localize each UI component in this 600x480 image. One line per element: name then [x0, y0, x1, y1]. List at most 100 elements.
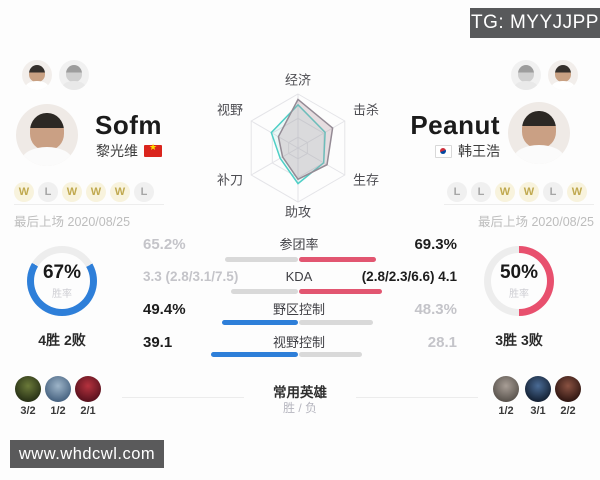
champions-section-title: 常用英雄 — [273, 385, 327, 400]
tg-watermark: TG: MYYJJPP — [470, 8, 600, 38]
winloss-right: 3胜 3败 — [495, 332, 543, 348]
person-icon — [518, 65, 534, 82]
player-avatar-left — [16, 104, 78, 166]
record-badge: W — [110, 182, 130, 202]
stat-value-right: (2.8/2.3/6.6) 4.1 — [361, 269, 457, 284]
radar-axis-label: 经济 — [285, 73, 311, 88]
stat-bar-left — [222, 320, 298, 325]
radar-axis-label: 助攻 — [285, 205, 311, 220]
stat-bar-right — [299, 352, 362, 357]
champion-score: 1/2 — [50, 405, 66, 417]
winrate-ring-left: 67% 胜率 — [27, 246, 97, 316]
radar-axis-label: 补刀 — [217, 173, 243, 188]
tg-watermark-text: TG: MYYJJPP — [471, 12, 599, 33]
champion-score: 1/2 — [498, 405, 514, 417]
stat-value-left: 65.2% — [143, 236, 186, 253]
radar-axis-label: 生存 — [353, 173, 379, 188]
champion-score: 3/2 — [20, 405, 36, 417]
winrate-ring-right: 50% 胜率 — [484, 246, 554, 316]
player-thumb-left-inactive[interactable] — [59, 60, 89, 90]
record-badge: W — [86, 182, 106, 202]
winrate-label-left: 胜率 — [52, 289, 72, 300]
stat-bar-left — [231, 289, 298, 294]
stat-label: KDA — [285, 269, 313, 284]
champion-icon — [525, 376, 551, 402]
record-badge: L — [38, 182, 58, 202]
radar-axis-label: 视野 — [217, 103, 243, 118]
stat-value-right: 69.3% — [414, 236, 457, 253]
record-badge: L — [543, 182, 563, 202]
record-badge: W — [495, 182, 515, 202]
divider-left — [122, 397, 244, 398]
champion-score: 2/2 — [560, 405, 576, 417]
winrate-inner: 67% 胜率 — [27, 246, 97, 316]
person-icon — [25, 81, 49, 90]
record-badge: L — [134, 182, 154, 202]
winloss-left: 4胜 2败 — [38, 332, 86, 348]
stat-label: 野区控制 — [272, 302, 325, 317]
person-icon — [66, 65, 82, 82]
vietnam-flag-icon — [144, 142, 162, 157]
person-icon — [514, 81, 538, 90]
player-thumb-right-inactive[interactable] — [511, 60, 541, 90]
stat-bar-left — [211, 352, 298, 357]
last-played-date: 2020/08/25 — [531, 215, 594, 229]
stat-value-left: 39.1 — [143, 334, 173, 351]
player-realname-left: 黎光维 — [96, 141, 162, 161]
person-icon — [29, 65, 45, 82]
player-avatar-right — [508, 102, 570, 164]
player-name-right: Peanut — [410, 110, 500, 140]
champion-icon — [555, 376, 581, 402]
last-played-label: 最后上场 — [14, 215, 65, 229]
radar-grid-spoke — [297, 147, 346, 176]
stat-value-right: 48.3% — [414, 301, 457, 318]
site-watermark: www.whdcwl.com — [10, 440, 164, 468]
person-icon — [514, 145, 564, 164]
person-icon — [30, 113, 64, 150]
champion-icon — [493, 376, 519, 402]
stat-label: 参团率 — [279, 237, 319, 252]
stat-bar-right — [299, 289, 382, 294]
player-name-left: Sofm — [95, 110, 162, 140]
champion-icon — [45, 376, 71, 402]
record-badge: L — [471, 182, 491, 202]
stat-bar-right — [299, 257, 376, 262]
divider-right — [356, 397, 478, 398]
champion-icon — [75, 376, 101, 402]
stat-value-left: 49.4% — [143, 301, 186, 318]
player-realname-right-text: 韩王浩 — [458, 143, 500, 159]
person-icon — [22, 147, 72, 166]
site-watermark-text: www.whdcwl.com — [18, 444, 156, 463]
last-played-left: 最后上场 2020/08/25 — [14, 204, 164, 230]
player-thumb-left-active[interactable] — [22, 60, 52, 90]
winrate-value-right: 50% — [499, 262, 539, 283]
record-badge: W — [519, 182, 539, 202]
champion-score: 2/1 — [80, 405, 96, 417]
person-icon — [62, 81, 86, 90]
radar-grid-spoke — [250, 120, 299, 149]
champion-score: 3/1 — [530, 405, 546, 417]
radar-axis-label: 击杀 — [353, 103, 379, 118]
player-realname-right: 韩王浩 — [360, 141, 500, 161]
last-played-right: 最后上场 2020/08/25 — [444, 204, 594, 230]
champion-icon — [15, 376, 41, 402]
stat-bar-right — [299, 320, 373, 325]
winrate-inner: 50% 胜率 — [484, 246, 554, 316]
player-realname-left-text: 黎光维 — [96, 143, 138, 159]
radar-grid-spoke — [297, 120, 346, 149]
champions-section-subtitle: 胜 / 负 — [282, 401, 317, 415]
record-badge: W — [14, 182, 34, 202]
last-played-label: 最后上场 — [477, 215, 528, 229]
korea-flag-icon — [435, 144, 452, 158]
person-icon — [551, 81, 575, 90]
record-badge: W — [567, 182, 587, 202]
stat-bar-left — [225, 257, 298, 262]
player-thumb-right-active[interactable] — [548, 60, 578, 90]
winrate-label-right: 胜率 — [509, 289, 529, 300]
radar-series-peanut — [277, 98, 334, 181]
record-badge: W — [62, 182, 82, 202]
